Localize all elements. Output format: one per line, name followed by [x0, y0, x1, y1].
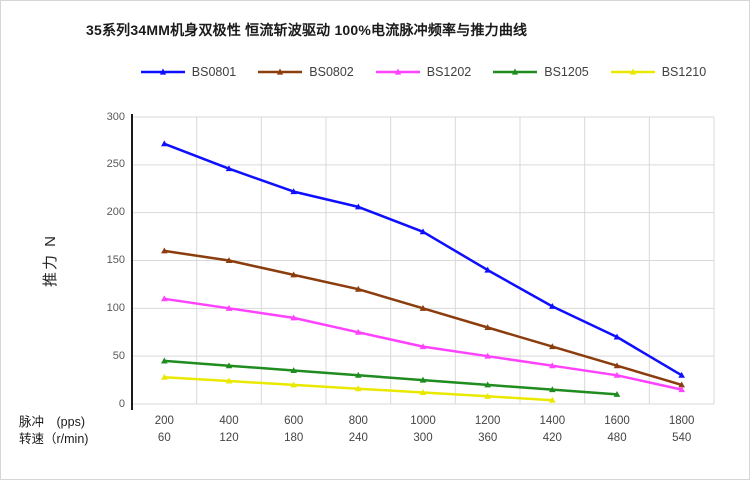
data-point-marker-BS1202 — [419, 343, 427, 350]
x-tick-label: 800 — [348, 415, 368, 427]
x-tick-label: 1200 — [474, 415, 501, 427]
data-point-marker-BS1210 — [484, 392, 491, 399]
data-point-marker-BS0802 — [549, 343, 556, 350]
legend-line-icon — [140, 68, 185, 75]
y-tick-label: 0 — [118, 397, 125, 410]
legend-label: BS1205 — [544, 65, 589, 79]
data-point-marker-BS0801 — [419, 228, 427, 235]
data-point-marker-BS0802 — [290, 271, 297, 278]
data-point-marker-BS0801 — [225, 165, 233, 172]
x-tick-label: 480 — [607, 432, 627, 444]
y-tick-label: 100 — [106, 301, 125, 314]
x-tick-label: 1000 — [410, 415, 436, 427]
data-point-marker-BS0801 — [355, 203, 362, 210]
data-point-marker-BS1202 — [613, 371, 621, 378]
y-axis-title: 推力 N — [41, 233, 59, 288]
chart-title: 35系列34MM机身双极性 恒流斩波驱动 100%电流脉冲频率与推力曲线 — [86, 22, 528, 38]
x-tick-label: 360 — [478, 432, 498, 444]
x-tick-label: 300 — [413, 432, 433, 444]
legend-item-BS1202: BS1202 — [375, 65, 471, 79]
data-point-marker-BS0802 — [419, 304, 427, 311]
data-point-marker-BS1210 — [225, 377, 233, 384]
x-tick-label: 1600 — [604, 415, 630, 427]
x-tick-label: 540 — [672, 432, 692, 444]
legend: BS0801 BS0802 BS1202 BS1205 BS1210 — [132, 63, 714, 81]
y-tick-label: 300 — [106, 110, 125, 123]
legend-line-icon — [375, 68, 420, 75]
series-line-BS0802 — [163, 249, 683, 387]
x-tick-label: 600 — [284, 415, 304, 427]
x-axis-row2-caption: 转速（r/min) — [19, 432, 89, 446]
data-point-marker-BS0801 — [484, 266, 491, 273]
x-tick-label: 60 — [157, 432, 171, 444]
data-point-marker-BS1202 — [161, 295, 168, 302]
legend-label: BS0802 — [309, 65, 354, 79]
data-point-marker-BS1210 — [419, 389, 427, 396]
data-point-marker-BS0802 — [225, 257, 233, 263]
series-line-BS0801 — [163, 142, 683, 377]
x-tick-label: 180 — [284, 432, 304, 444]
data-point-marker-BS1202 — [290, 314, 297, 321]
data-point-marker-BS1210 — [290, 381, 297, 388]
data-point-marker-BS0802 — [484, 324, 491, 330]
data-point-marker-BS1205 — [419, 376, 427, 383]
x-tick-label: 240 — [348, 432, 368, 444]
data-point-marker-BS0802 — [161, 247, 168, 254]
data-point-marker-BS1210 — [355, 385, 362, 392]
data-point-marker-BS0802 — [678, 381, 685, 388]
data-point-marker-BS1202 — [678, 386, 685, 393]
y-tick-label: 50 — [112, 349, 125, 362]
series-line-BS1205 — [163, 359, 619, 396]
legend-line-icon — [258, 68, 303, 75]
legend-label: BS1202 — [426, 65, 472, 79]
legend-line-icon — [610, 68, 655, 75]
data-point-marker-BS1205 — [355, 371, 362, 378]
y-tick-label: 150 — [106, 254, 125, 266]
data-point-marker-BS0801 — [549, 303, 556, 309]
data-point-marker-BS0802 — [355, 285, 362, 292]
data-point-marker-BS0801 — [290, 188, 297, 195]
series-line-BS1202 — [163, 297, 683, 391]
data-point-marker-BS0802 — [613, 362, 621, 369]
x-tick-label: 1400 — [539, 415, 566, 427]
data-point-marker-BS1205 — [549, 386, 556, 393]
data-point-marker-BS1202 — [549, 362, 556, 369]
y-tick-label: 200 — [106, 206, 125, 219]
data-point-marker-BS1205 — [484, 381, 491, 388]
data-point-marker-BS1202 — [355, 328, 362, 335]
y-axis-title-wrap: 推力 N — [35, 117, 63, 404]
data-point-marker-BS1202 — [484, 352, 491, 359]
x-tick-label: 120 — [219, 432, 239, 444]
data-point-marker-BS1210 — [161, 373, 168, 380]
legend-label: BS0801 — [191, 65, 237, 79]
y-tick-label: 250 — [106, 158, 125, 171]
x-tick-label: 1800 — [668, 415, 695, 427]
data-point-marker-BS1205 — [613, 391, 621, 397]
legend-line-icon — [493, 68, 538, 75]
x-tick-label: 200 — [154, 415, 174, 427]
legend-item-BS0801: BS0801 — [140, 65, 236, 79]
data-point-marker-BS0801 — [161, 140, 168, 147]
x-axis-row1-caption: 脉冲 (pps) — [19, 415, 85, 429]
data-point-marker-BS1210 — [549, 396, 556, 403]
series-line-BS1210 — [163, 375, 554, 402]
data-point-marker-BS1205 — [290, 367, 297, 374]
data-point-marker-BS1205 — [225, 362, 233, 369]
x-tick-label: 400 — [219, 415, 239, 427]
data-point-marker-BS0801 — [613, 333, 621, 340]
data-point-marker-BS0801 — [678, 371, 685, 378]
legend-label: BS1210 — [661, 65, 707, 79]
x-tick-label: 420 — [542, 432, 562, 444]
legend-item-BS0802: BS0802 — [257, 65, 354, 79]
data-point-marker-BS1202 — [225, 304, 233, 311]
legend-item-BS1205: BS1205 — [492, 65, 589, 79]
data-point-marker-BS1205 — [161, 357, 168, 364]
legend-item-BS1210: BS1210 — [610, 65, 706, 79]
